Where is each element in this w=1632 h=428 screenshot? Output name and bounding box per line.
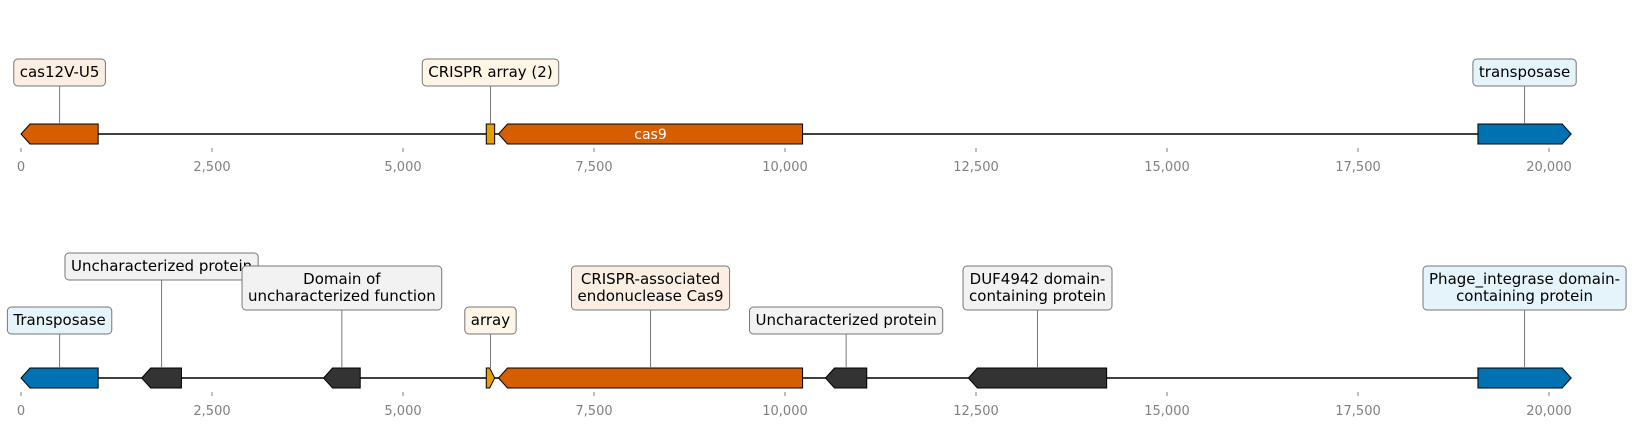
feature-duf4942[interactable] bbox=[967, 367, 1108, 389]
axis-tick-label: 17,500 bbox=[1335, 160, 1381, 175]
feature-transposase[interactable] bbox=[20, 367, 99, 389]
axis-tick-label: 10,000 bbox=[762, 160, 808, 175]
axis-tick-label: 12,500 bbox=[953, 160, 999, 175]
feature-label: Transposase bbox=[12, 311, 105, 329]
feature-cas9[interactable] bbox=[497, 123, 804, 145]
axis-tick-label: 7,500 bbox=[575, 160, 612, 175]
label-box bbox=[421, 58, 560, 87]
feature-array[interactable] bbox=[485, 367, 496, 389]
label-box bbox=[962, 265, 1113, 311]
axis-tick-label: 5,000 bbox=[384, 160, 421, 175]
feature-inner-label: cas9 bbox=[634, 127, 666, 143]
axis-tick-label: 20,000 bbox=[1526, 160, 1572, 175]
axis-tick-label: 0 bbox=[17, 404, 25, 419]
feature-label: Uncharacterized protein bbox=[756, 311, 937, 329]
axis-tick-label: 12,500 bbox=[953, 404, 999, 419]
axis-tick-label: 17,500 bbox=[1335, 404, 1381, 419]
label-box bbox=[749, 306, 944, 335]
label-box bbox=[241, 265, 443, 311]
feature-cas9[interactable] bbox=[497, 367, 804, 389]
feature-label: Phage_integrase domain-containing protei… bbox=[1429, 270, 1620, 305]
feature-uncharacterized-2[interactable] bbox=[824, 367, 868, 389]
axis-tick-label: 5,000 bbox=[384, 404, 421, 419]
axis-tick-label: 15,000 bbox=[1144, 404, 1190, 419]
axis-tick-label: 10,000 bbox=[762, 404, 808, 419]
feature-label: Uncharacterized protein bbox=[71, 257, 252, 275]
axis-tick-label: 2,500 bbox=[193, 160, 230, 175]
track-1: 0 2,500 5,000 7,500 10,000 12,500 15,000 17,500… bbox=[13, 58, 1577, 175]
axis-tick-label: 7,500 bbox=[575, 404, 612, 419]
axis-tick-label: 0 bbox=[17, 160, 25, 175]
label-box bbox=[464, 306, 517, 335]
axis-tick-label: 20,000 bbox=[1526, 404, 1572, 419]
axis-tick-label: 2,500 bbox=[193, 404, 230, 419]
label-box bbox=[13, 58, 106, 87]
feature-crispr-array[interactable] bbox=[485, 123, 496, 145]
feature-label: DUF4942 domain-containing protein bbox=[969, 270, 1106, 305]
feature-cas12V-U5[interactable] bbox=[20, 123, 99, 145]
feature-phage-integrase[interactable] bbox=[1477, 367, 1572, 389]
track-2: 0 2,500 5,000 7,500 10,000 12,500 15,000 17,500… bbox=[6, 252, 1627, 419]
label-box bbox=[1472, 58, 1577, 87]
feature-label: Domain of uncharacterized function bbox=[248, 270, 436, 305]
feature-label: array bbox=[471, 311, 510, 329]
feature-label: cas12V-U5 bbox=[20, 63, 100, 81]
label-box bbox=[570, 265, 731, 311]
feature-uncharacterized-1[interactable] bbox=[141, 367, 182, 389]
feature-transposase[interactable] bbox=[1477, 123, 1572, 145]
axis-tick-label: 15,000 bbox=[1144, 160, 1190, 175]
label-box bbox=[1422, 265, 1627, 311]
label-box bbox=[6, 306, 113, 335]
feature-label: transposase bbox=[1479, 63, 1570, 81]
feature-duf-function[interactable] bbox=[322, 367, 361, 389]
feature-label: CRISPR-associated endonuclease Cas9 bbox=[577, 270, 723, 305]
feature-label: CRISPR array (2) bbox=[428, 63, 552, 81]
